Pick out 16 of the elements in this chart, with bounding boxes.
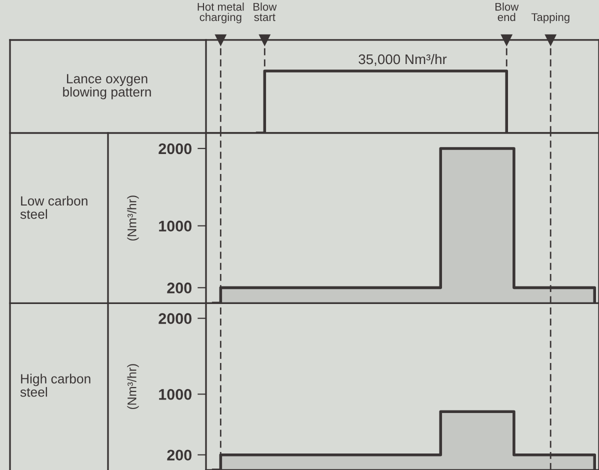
text: Lance oxygen blowing pattern: [63, 74, 151, 100]
text: 35,000 Nm³/hr: [358, 54, 447, 66]
x-tick-label: Hot metal charging: [198, 2, 244, 24]
y-tick-label: 1000: [159, 220, 192, 232]
y-axis-title: (Nm³/hr): [127, 196, 139, 241]
x-tick-label: Tapping: [531, 12, 570, 24]
y-tick-label: 200: [167, 282, 192, 294]
y-tick-label: 200: [167, 450, 192, 461]
y-tick-label: 1000: [159, 389, 192, 400]
text: Low carbon steel: [20, 196, 88, 219]
y-tick-label: 2000: [158, 313, 192, 324]
x-tick-label: Blow start: [254, 2, 277, 22]
y-tick-label: 2000: [158, 143, 192, 154]
y-axis-title: (Nm³/hr): [127, 364, 139, 410]
x-tick-label: Blow end: [495, 2, 519, 22]
text: High carbon steel: [20, 374, 90, 397]
